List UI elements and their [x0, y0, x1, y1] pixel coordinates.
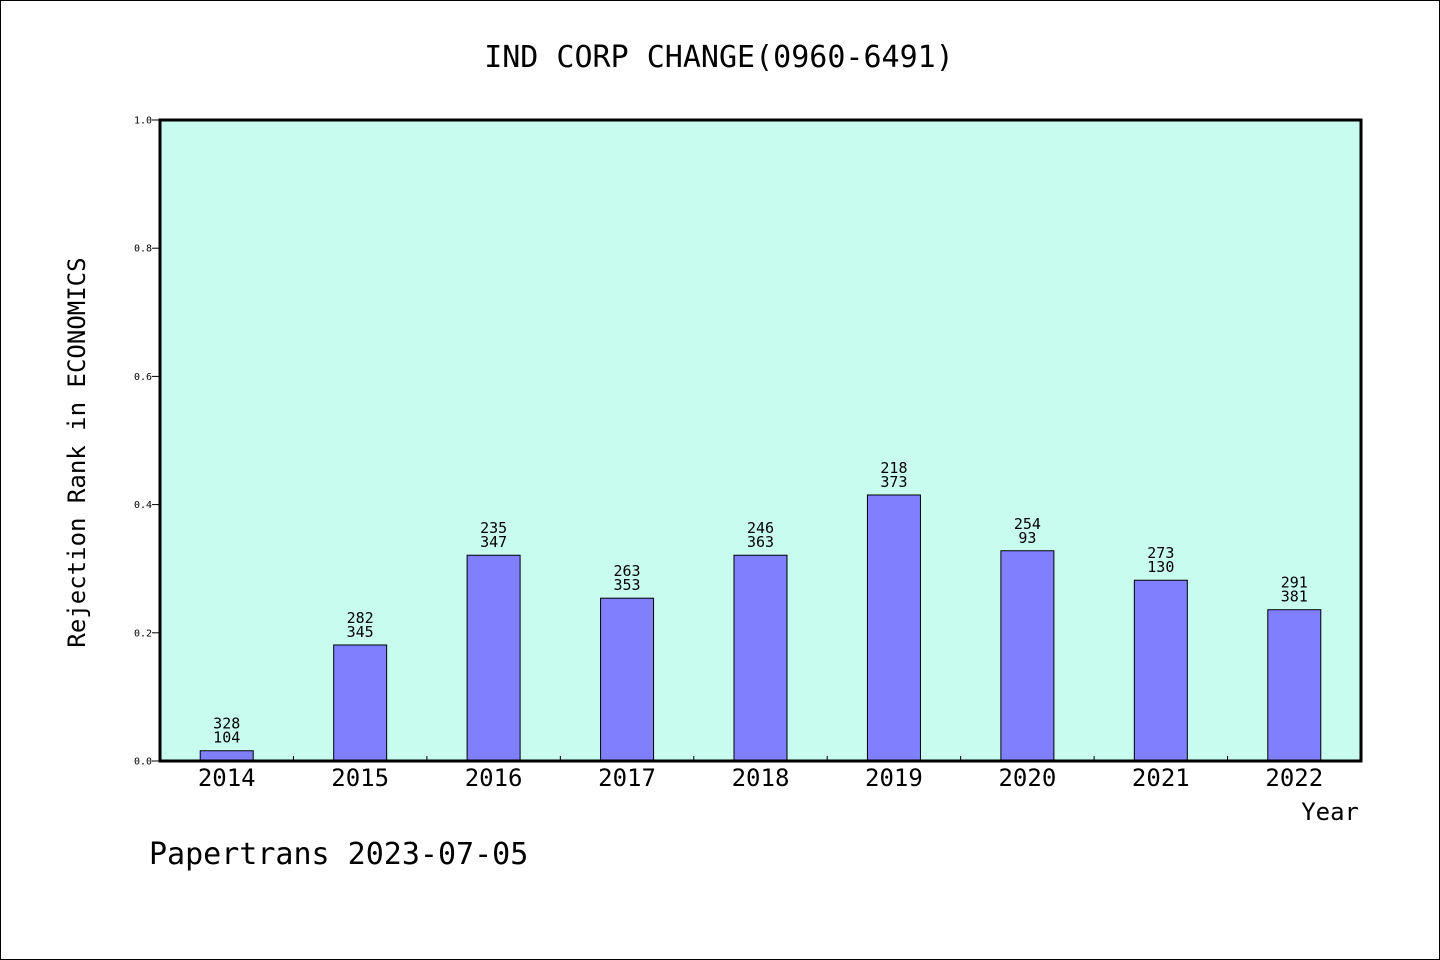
bar-label-top: 273	[1147, 544, 1174, 562]
bar-label-top: 218	[880, 459, 907, 477]
bar	[466, 554, 521, 762]
y-tick-label: 0.6	[134, 372, 152, 383]
x-tick-label: 2021	[1132, 764, 1190, 792]
bar	[199, 750, 254, 762]
x-axis-label: Year	[1301, 798, 1359, 826]
plot-frame	[158, 118, 1363, 763]
bar-label-top: 263	[614, 562, 641, 580]
x-tick-label: 2016	[465, 764, 523, 792]
x-tick-label: 2015	[331, 764, 389, 792]
bar-label-top: 254	[1014, 515, 1041, 533]
bar	[1133, 579, 1188, 762]
bar-label-bottom: 345	[347, 623, 374, 641]
bar-label-bottom: 353	[614, 576, 641, 594]
bar-label-bottom: 347	[480, 533, 507, 551]
y-tick-label: 0.4	[134, 500, 152, 511]
y-axis: 0.0 0.2 0.4 0.6 0.8 1.0	[134, 116, 160, 768]
bar-label-top: 246	[747, 519, 774, 537]
bar	[1267, 609, 1322, 762]
x-axis: 2014 2015 2016 2017 2018 2019 2020 2021 2022	[198, 756, 1323, 792]
y-axis-label: Rejection Rank in ECONOMICS	[63, 257, 91, 647]
x-tick-label: 2022	[1265, 764, 1323, 792]
y-tick-label: 1.0	[134, 116, 152, 127]
bar-label-bottom: 104	[213, 729, 240, 747]
y-tick-label: 0.0	[134, 757, 152, 768]
x-tick-label: 2017	[598, 764, 656, 792]
bar	[1000, 550, 1055, 762]
x-tick-label: 2014	[198, 764, 256, 792]
x-tick-label: 2018	[732, 764, 790, 792]
bar	[866, 494, 921, 762]
bar-label-top: 291	[1281, 574, 1308, 592]
chart-title: IND CORP CHANGE(0960-6491)	[484, 40, 954, 75]
y-tick-label: 0.8	[134, 244, 152, 255]
x-tick-label: 2020	[998, 764, 1056, 792]
bar	[333, 644, 388, 762]
bar-label-bottom: 93	[1018, 529, 1036, 547]
bar-label-top: 282	[347, 609, 374, 627]
bar	[733, 554, 788, 762]
bar-label-bottom: 381	[1281, 588, 1308, 606]
bar-label-bottom: 373	[880, 473, 907, 491]
x-tick-label: 2019	[865, 764, 923, 792]
bar-label-top: 235	[480, 519, 507, 537]
bar-label-top: 328	[213, 715, 240, 733]
bar-label-bottom: 363	[747, 533, 774, 551]
y-tick-label: 0.2	[134, 628, 152, 639]
footer-note: Papertrans 2023-07-05	[149, 837, 528, 872]
bar	[600, 597, 655, 762]
bar-label-bottom: 130	[1147, 558, 1174, 576]
